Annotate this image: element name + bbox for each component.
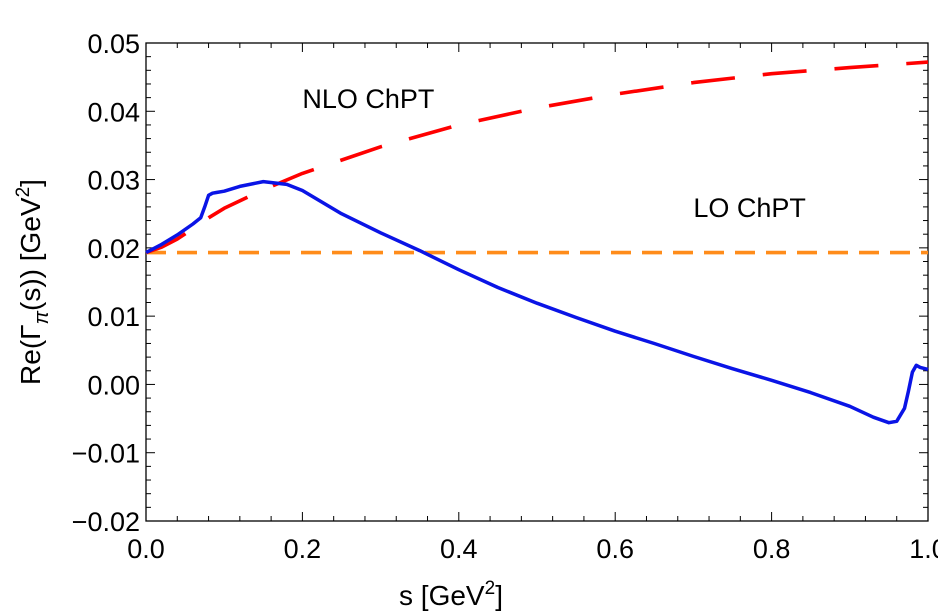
x-tick-label: 0.6: [596, 534, 634, 564]
y-tick-label: 0.00: [87, 370, 140, 400]
series-group: [145, 60, 929, 425]
tick-labels: 0.0 0.2 0.4 0.6 0.8 1.0 −0.02 −0.01 0.00 0.01 0.02…: [72, 29, 938, 564]
y-tick-label: 0.05: [87, 29, 140, 59]
series-line-full: [145, 179, 929, 425]
x-tick-label: 0.8: [753, 534, 791, 564]
x-tick-label: 0.4: [440, 534, 478, 564]
series-line-nlo-chpt: [145, 60, 929, 255]
annotations: NLO ChPT LO ChPT: [302, 84, 806, 223]
y-tick-label: 0.03: [87, 166, 140, 196]
x-axis-title: s [GeV2]: [399, 578, 503, 611]
y-tick-label: 0.01: [87, 302, 140, 332]
y-axis-title: Re(Γπ(s)) [GeV2]: [13, 179, 53, 385]
annotation-label: NLO ChPT: [302, 84, 434, 114]
plot-frame: [145, 42, 929, 522]
y-tick-label: −0.02: [72, 507, 140, 537]
ticks: [145, 42, 929, 522]
x-tick-label: 0.0: [127, 534, 165, 564]
y-tick-label: −0.01: [72, 439, 140, 469]
x-tick-label: 1.0: [909, 534, 938, 564]
y-tick-label: 0.02: [87, 234, 140, 264]
annotation-label: LO ChPT: [693, 193, 806, 223]
y-tick-label: 0.04: [87, 97, 140, 127]
x-tick-label: 0.2: [284, 534, 322, 564]
